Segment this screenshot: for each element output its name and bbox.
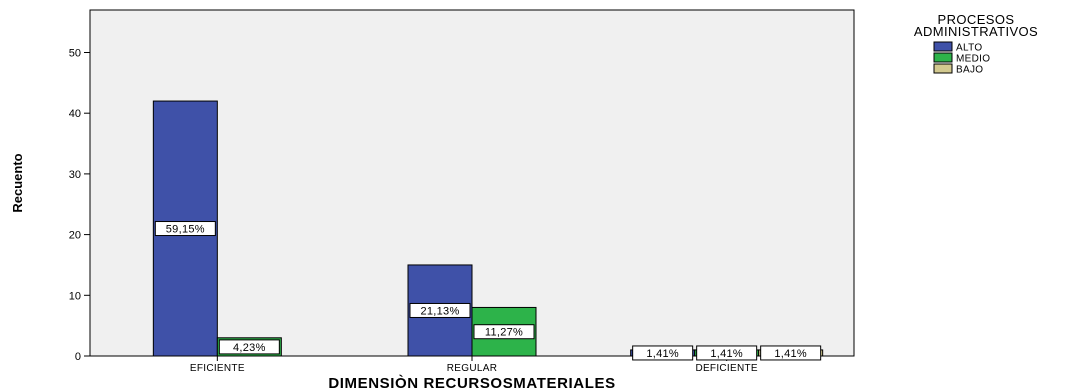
legend-title-line-2: ADMINISTRATIVOS	[914, 24, 1038, 39]
data-label-text: 4,23%	[233, 342, 266, 354]
y-tick-label: 30	[69, 169, 81, 181]
data-label-box	[218, 339, 280, 355]
legend-label-bajo: BAJO	[956, 65, 983, 76]
data-label-text: 11,27%	[485, 327, 523, 339]
data-label-box	[760, 345, 822, 361]
legend-swatch-alto	[933, 41, 953, 52]
y-tick-label: 0	[75, 351, 81, 363]
data-label: 1,41%	[632, 345, 694, 361]
x-tick-label: DEFICIENTE	[695, 363, 757, 374]
legend-swatch-medio	[933, 52, 953, 63]
data-label-text: 1,41%	[646, 348, 679, 360]
legend-label-medio: MEDIO	[956, 54, 990, 65]
data-label-box	[696, 345, 758, 361]
legend-label-alto: ALTO	[956, 43, 982, 54]
data-label: 11,27%	[473, 324, 535, 340]
data-labels: 59,15% 4,23% 21,13% 11,27% 1,41% 1,41% 1,41%	[154, 221, 822, 361]
data-label-box	[154, 221, 216, 237]
y-axis-label: Recuento	[10, 153, 25, 212]
data-label-box	[473, 324, 535, 340]
data-label-text: 1,41%	[774, 348, 807, 360]
data-label: 1,41%	[696, 345, 758, 361]
data-label: 4,23%	[218, 339, 280, 355]
y-tick-label: 10	[69, 290, 81, 302]
data-label-box	[409, 302, 471, 318]
y-tick-label: 50	[69, 47, 81, 59]
data-label-text: 21,13%	[420, 305, 459, 317]
y-axis: 0 10 20 30 40 50	[69, 47, 90, 363]
data-label-text: 1,41%	[710, 348, 743, 360]
x-tick-label: EFICIENTE	[190, 363, 245, 374]
data-label: 1,41%	[760, 345, 822, 361]
data-label: 21,13%	[409, 302, 471, 318]
x-axis-label: DIMENSIÒN RECURSOSMATERIALES	[328, 374, 615, 392]
legend-swatch-bajo	[933, 63, 953, 74]
legend-title-line-1: PROCESOS	[938, 12, 1015, 27]
data-label-text: 59,15%	[166, 224, 205, 236]
y-tick-label: 40	[69, 108, 81, 120]
y-tick-label: 20	[69, 230, 81, 242]
data-label-box	[632, 345, 694, 361]
x-tick-label: REGULAR	[447, 363, 497, 374]
data-label: 59,15%	[154, 221, 216, 237]
